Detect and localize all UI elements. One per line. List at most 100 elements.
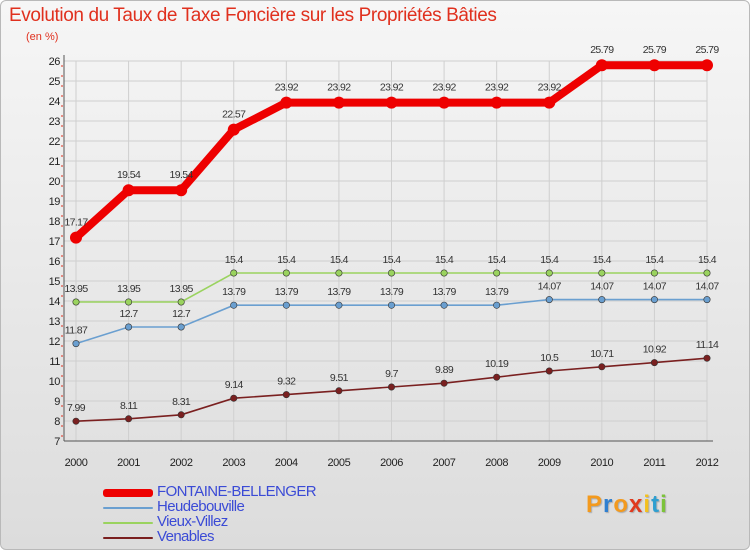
data-label: 10.92 bbox=[643, 344, 667, 356]
data-point bbox=[440, 379, 448, 387]
x-tick-label: 2002 bbox=[170, 457, 193, 469]
data-label: 14.07 bbox=[590, 281, 614, 293]
data-point bbox=[438, 96, 451, 109]
data-label: 15.4 bbox=[698, 254, 717, 266]
data-label: 9.51 bbox=[330, 372, 349, 384]
y-tick-label: 13 bbox=[49, 316, 61, 328]
data-label: 9.89 bbox=[435, 364, 454, 376]
x-tick-label: 2003 bbox=[222, 457, 245, 469]
data-point bbox=[122, 184, 135, 197]
y-tick-label: 24 bbox=[49, 96, 61, 108]
x-tick-label: 2001 bbox=[117, 457, 140, 469]
data-point bbox=[545, 296, 553, 304]
y-tick-label: 26 bbox=[49, 56, 61, 68]
data-label: 11.14 bbox=[696, 339, 719, 351]
data-label: 7.99 bbox=[67, 402, 86, 414]
data-label: 23.92 bbox=[327, 82, 351, 94]
data-label: 13.79 bbox=[485, 286, 509, 298]
data-point bbox=[332, 96, 345, 109]
x-tick-label: 2004 bbox=[275, 457, 298, 469]
y-tick-label: 17 bbox=[49, 236, 61, 248]
x-tick-label: 2012 bbox=[696, 457, 719, 469]
data-label: 15.4 bbox=[540, 254, 559, 266]
data-point bbox=[282, 269, 290, 277]
x-tick-label: 2008 bbox=[485, 457, 508, 469]
data-point bbox=[650, 296, 658, 304]
data-point bbox=[72, 340, 80, 348]
data-label: 23.92 bbox=[380, 82, 404, 94]
data-point bbox=[280, 96, 293, 109]
data-label: 13.95 bbox=[117, 283, 141, 295]
data-point bbox=[177, 411, 185, 419]
data-label: 11.87 bbox=[65, 325, 88, 337]
data-point bbox=[72, 417, 80, 425]
data-label: 15.4 bbox=[488, 254, 507, 266]
data-point bbox=[650, 359, 658, 367]
data-point bbox=[703, 296, 711, 304]
data-point bbox=[598, 269, 606, 277]
data-label: 12.7 bbox=[120, 308, 139, 320]
data-label: 13.79 bbox=[222, 286, 246, 298]
chart-title: Evolution du Taux de Taxe Foncière sur l… bbox=[9, 5, 497, 26]
y-tick-label: 14 bbox=[49, 296, 61, 308]
logo-letter: r bbox=[603, 491, 614, 518]
data-point bbox=[177, 298, 185, 306]
logo-letter: i bbox=[643, 491, 652, 518]
y-tick-label: 18 bbox=[49, 216, 61, 228]
axes: 7 8 9 10 11 12 13 14 15 16 17 18 19 20 21 22 23 24 25 26 200… bbox=[49, 55, 719, 469]
legend-swatch bbox=[103, 489, 153, 497]
data-label: 10.19 bbox=[485, 358, 509, 370]
y-tick-label: 9 bbox=[54, 396, 60, 408]
y-tick-label: 21 bbox=[49, 156, 61, 168]
data-point bbox=[125, 298, 133, 306]
data-point bbox=[385, 96, 398, 109]
data-point bbox=[227, 123, 240, 136]
data-label: 15.4 bbox=[225, 254, 244, 266]
data-label: 14.07 bbox=[538, 281, 562, 293]
data-point bbox=[282, 301, 290, 309]
data-point bbox=[490, 96, 503, 109]
data-point bbox=[230, 394, 238, 402]
logo-letter: o bbox=[613, 491, 630, 518]
data-point bbox=[230, 269, 238, 277]
logo-letter: x bbox=[629, 491, 644, 518]
data-point bbox=[440, 301, 448, 309]
y-tick-label: 25 bbox=[49, 76, 61, 88]
legend-swatch bbox=[103, 537, 153, 539]
legend-swatch bbox=[103, 507, 153, 509]
data-label: 8.31 bbox=[172, 396, 191, 408]
data-label: 13.79 bbox=[432, 286, 456, 298]
data-point bbox=[387, 269, 395, 277]
data-label: 25.79 bbox=[695, 44, 719, 56]
data-point bbox=[440, 269, 448, 277]
proxiti-logo: Proxiti bbox=[586, 491, 668, 519]
logo-letter: i bbox=[660, 491, 668, 518]
data-point bbox=[598, 363, 606, 371]
data-point bbox=[125, 323, 133, 331]
data-label: 9.7 bbox=[385, 368, 399, 380]
x-tick-label: 2000 bbox=[65, 457, 88, 469]
data-label: 14.07 bbox=[695, 281, 719, 293]
y-tick-label: 20 bbox=[49, 176, 61, 188]
data-point bbox=[125, 415, 133, 423]
data-label: 15.4 bbox=[593, 254, 612, 266]
data-point bbox=[387, 383, 395, 391]
data-point bbox=[230, 301, 238, 309]
x-tick-label: 2011 bbox=[643, 457, 665, 469]
data-point bbox=[70, 231, 82, 244]
data-point bbox=[493, 373, 501, 381]
y-tick-label: 8 bbox=[54, 416, 60, 428]
data-point bbox=[335, 387, 343, 395]
data-label: 10.71 bbox=[590, 348, 614, 360]
x-tick-label: 2010 bbox=[590, 457, 613, 469]
data-labels: 7.99 8.11 8.31 9.14 9.32 9.51 9.7 9.89 10.19 10.5… bbox=[64, 44, 720, 414]
data-label: 13.79 bbox=[275, 286, 299, 298]
data-label: 17.17 bbox=[64, 217, 88, 229]
data-point bbox=[493, 269, 501, 277]
y-tick-label: 22 bbox=[49, 136, 61, 148]
y-tick-label: 19 bbox=[49, 196, 61, 208]
data-point bbox=[595, 59, 608, 72]
data-point bbox=[650, 269, 658, 277]
data-label: 14.07 bbox=[643, 281, 667, 293]
